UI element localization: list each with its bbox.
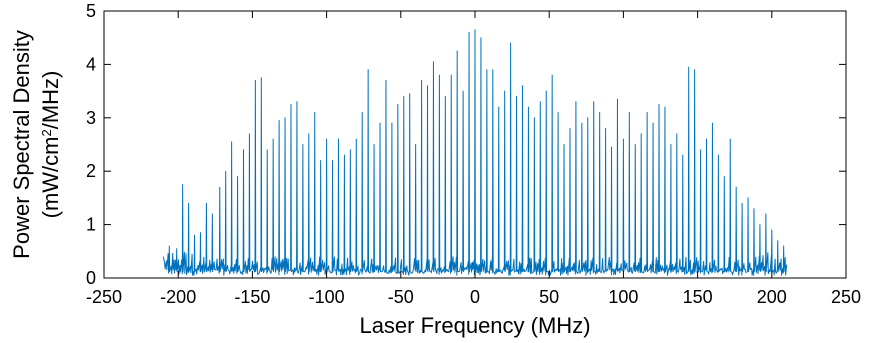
x-tick-label: 150 xyxy=(683,287,713,307)
y-axis-label-line1: Power Spectral Density xyxy=(9,30,34,259)
y-axis-label-unit-superscript: 2 xyxy=(39,129,54,136)
y-axis-label-line2: (mW/cm2/MHz) xyxy=(38,71,63,219)
x-axis-label: Laser Frequency (MHz) xyxy=(359,313,590,338)
series-line xyxy=(162,29,788,276)
y-tick-label: 0 xyxy=(86,268,96,288)
x-tick-label: 250 xyxy=(831,287,861,307)
y-tick-label: 1 xyxy=(86,215,96,235)
x-tick-label: -50 xyxy=(388,287,414,307)
y-axis-label-unit-prefix: (mW/cm xyxy=(38,137,63,219)
x-tick-label: -150 xyxy=(234,287,270,307)
y-tick-label: 5 xyxy=(86,1,96,21)
plot-area xyxy=(162,29,788,276)
x-tick-label: -250 xyxy=(86,287,122,307)
y-tick-label: 3 xyxy=(86,108,96,128)
x-tick-label: -100 xyxy=(309,287,345,307)
y-axis-ticks: 0 1 2 3 4 5 xyxy=(86,1,846,288)
y-tick-label: 4 xyxy=(86,54,96,74)
x-axis-ticks: -250 -200 -150 -100 -50 0 50 100 150 200 250 xyxy=(86,11,861,307)
y-tick-label: 2 xyxy=(86,161,96,181)
x-tick-label: 200 xyxy=(757,287,787,307)
x-tick-label: 50 xyxy=(539,287,559,307)
x-tick-label: -200 xyxy=(160,287,196,307)
y-axis-label-unit-suffix: /MHz) xyxy=(38,71,63,130)
x-tick-label: 0 xyxy=(470,287,480,307)
x-tick-label: 100 xyxy=(608,287,638,307)
